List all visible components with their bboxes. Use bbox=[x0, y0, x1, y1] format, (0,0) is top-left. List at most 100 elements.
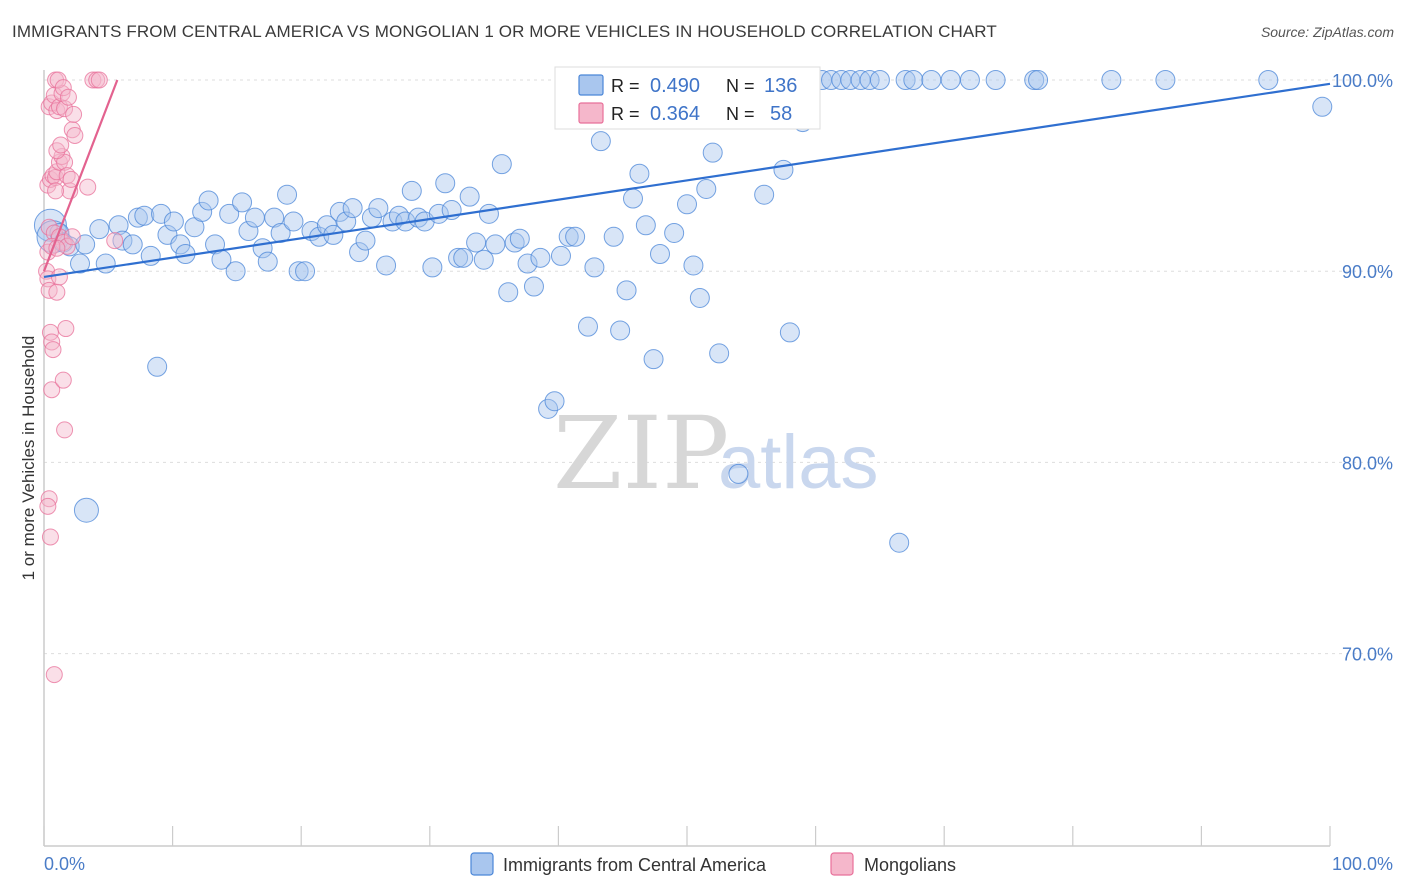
blue-point bbox=[368, 198, 389, 219]
blue-point bbox=[147, 356, 168, 377]
blue-point bbox=[629, 163, 650, 184]
blue-point bbox=[89, 219, 110, 240]
blue-point bbox=[558, 226, 579, 247]
pink-point bbox=[84, 71, 102, 89]
legend-n-value: 58 bbox=[770, 103, 792, 125]
blue-point bbox=[70, 253, 91, 274]
series-swatch-pink bbox=[830, 852, 854, 876]
blue-point bbox=[283, 211, 304, 232]
blue-point bbox=[903, 70, 924, 90]
pink-point bbox=[43, 381, 61, 399]
blue-point bbox=[523, 276, 544, 297]
blue-point bbox=[329, 201, 350, 222]
legend-n-label: N = bbox=[726, 76, 755, 96]
blue-point bbox=[264, 207, 285, 228]
blue-point bbox=[517, 253, 538, 274]
pink-point bbox=[47, 182, 65, 200]
blue-point bbox=[277, 184, 298, 205]
legend-r-value: 0.364 bbox=[650, 103, 700, 125]
blue-point bbox=[1258, 70, 1279, 90]
pink-point bbox=[57, 320, 75, 338]
blue-point bbox=[584, 257, 605, 278]
blue-point bbox=[108, 215, 129, 236]
blue-point bbox=[959, 70, 980, 90]
pink-point bbox=[59, 88, 77, 106]
blue-point bbox=[649, 243, 670, 264]
blue-trend-line bbox=[43, 82, 1331, 279]
pink-point bbox=[56, 421, 74, 439]
legend-r-value: 0.490 bbox=[650, 75, 700, 97]
blue-point bbox=[355, 230, 376, 251]
trend-lines bbox=[42, 79, 1331, 279]
pink-point bbox=[54, 371, 72, 389]
blue-point bbox=[683, 255, 704, 276]
blue-point bbox=[376, 255, 397, 276]
blue-point bbox=[779, 322, 800, 343]
watermark-atlas: atlas bbox=[718, 420, 879, 505]
blue-point bbox=[453, 247, 474, 268]
blue-point bbox=[689, 287, 710, 308]
y-tick-labels: 100.0% 90.0% 80.0% 70.0% bbox=[1332, 71, 1393, 665]
pink-point bbox=[90, 71, 108, 89]
blue-point bbox=[498, 282, 519, 303]
blue-point bbox=[448, 247, 469, 268]
blue-point bbox=[664, 222, 685, 243]
blue-point bbox=[95, 253, 116, 274]
watermark: ZIP atlas bbox=[553, 395, 879, 512]
pink-point bbox=[50, 268, 68, 286]
blue-point bbox=[610, 320, 631, 341]
blue-point bbox=[59, 236, 80, 257]
blue-point bbox=[134, 205, 155, 226]
blue-point bbox=[491, 154, 512, 175]
blue-point bbox=[401, 180, 422, 201]
blue-point bbox=[1155, 70, 1176, 90]
pink-point bbox=[39, 497, 57, 515]
blue-point bbox=[889, 532, 910, 553]
blue-point bbox=[565, 226, 586, 247]
blue-point bbox=[921, 70, 942, 90]
pink-point bbox=[54, 79, 72, 97]
series-legend: Immigrants from Central America Mongolia… bbox=[470, 852, 956, 876]
data-points bbox=[33, 70, 1333, 684]
blue-point bbox=[198, 190, 219, 211]
blue-point bbox=[590, 131, 611, 152]
blue-point bbox=[616, 280, 637, 301]
pink-point bbox=[79, 178, 97, 196]
blue-point bbox=[288, 261, 309, 282]
legend-r-label: R = bbox=[611, 104, 640, 124]
pink-point bbox=[52, 136, 70, 154]
legend-swatch-pink bbox=[578, 102, 604, 124]
blue-point bbox=[895, 70, 916, 90]
y-axis-label: 1 or more Vehicles in Household bbox=[19, 336, 38, 581]
blue-point bbox=[349, 242, 370, 263]
blue-point bbox=[473, 249, 494, 270]
blue-point bbox=[170, 234, 191, 255]
blue-point bbox=[702, 142, 723, 163]
x-tick-labels: 0.0% 100.0% bbox=[44, 854, 1393, 874]
blue-point bbox=[1101, 70, 1122, 90]
pink-point bbox=[41, 528, 59, 546]
pink-point bbox=[106, 232, 124, 250]
blue-point bbox=[603, 226, 624, 247]
pink-point bbox=[66, 126, 84, 144]
blue-point bbox=[728, 463, 749, 484]
y-tick-label: 80.0% bbox=[1342, 453, 1393, 473]
pink-point bbox=[58, 237, 76, 255]
blue-point bbox=[122, 234, 143, 255]
series-swatch-blue bbox=[470, 852, 494, 876]
legend-n-value: 136 bbox=[764, 75, 797, 97]
blue-point bbox=[859, 70, 880, 90]
blue-point bbox=[544, 391, 565, 412]
pink-point bbox=[65, 105, 83, 123]
blue-point bbox=[509, 228, 530, 249]
blue-point bbox=[869, 70, 890, 90]
blue-point bbox=[466, 232, 487, 253]
blue-point bbox=[151, 203, 172, 224]
series-name: Immigrants from Central America bbox=[503, 855, 767, 875]
chart-title: IMMIGRANTS FROM CENTRAL AMERICA VS MONGO… bbox=[12, 22, 997, 41]
blue-point bbox=[459, 186, 480, 207]
pink-point bbox=[48, 283, 66, 301]
series-name: Mongolians bbox=[864, 855, 956, 875]
blue-point bbox=[295, 261, 316, 282]
